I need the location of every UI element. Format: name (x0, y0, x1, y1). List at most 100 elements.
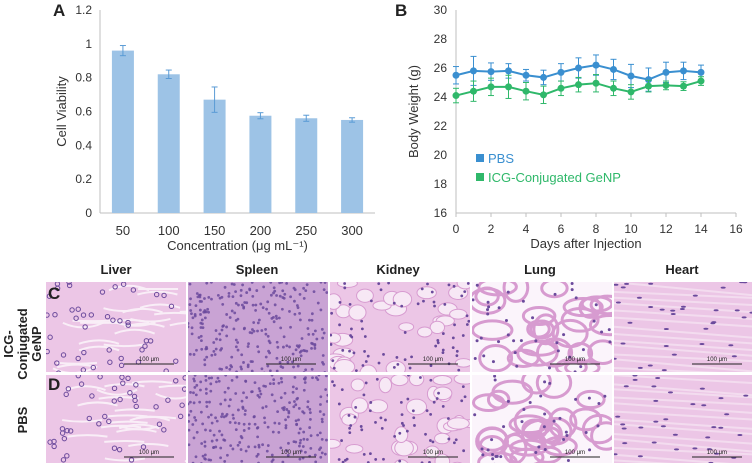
data-point (575, 64, 582, 72)
cell-viability-bar-chart: 0 0.2 0.4 0.6 0.8 1 1.2 50 100 150 200 250 300 Concen… (54, 3, 375, 253)
col-header-kidney: Kidney (376, 262, 420, 277)
y-tick-label: 28 (434, 32, 448, 46)
x-axis-label: Concentration (μg mL⁻¹) (167, 238, 308, 253)
legend-label: PBS (488, 151, 514, 166)
x-tick-label: 6 (558, 222, 565, 236)
col-header-liver: Liver (100, 262, 132, 277)
y-axis-label: Cell Viability (54, 76, 69, 147)
scale-bar-label: 100 μm (281, 357, 301, 363)
bar (111, 50, 134, 213)
panel-a-letter: A (53, 1, 66, 20)
panel-b-letter: B (395, 1, 408, 20)
scale-bar-label: 100 μm (139, 450, 159, 456)
row-label-pbs-line1: PBS (15, 406, 30, 434)
histology-image-lung-icg: 100 μm (472, 282, 612, 372)
bar (295, 118, 318, 213)
data-point (680, 67, 687, 75)
y-tick-label: 1.2 (75, 3, 92, 17)
row-label-icg: ICG- Conjugated GeNP (0, 295, 46, 381)
data-point (487, 68, 495, 76)
row-label-icg-line2: Conjugated (15, 308, 30, 380)
data-point (680, 82, 687, 90)
y-tick-label: 22 (434, 119, 448, 133)
y-tick-label: 0 (85, 206, 92, 220)
y-axis-label: Body Weight (g) (406, 65, 421, 158)
data-point (627, 88, 635, 96)
x-tick-label: 100 (158, 223, 180, 238)
x-tick-label: 200 (250, 223, 272, 238)
bar (341, 119, 364, 213)
histology-image-kidney-icg: 100 μm (330, 282, 470, 372)
y-tick-label: 0.6 (75, 105, 92, 119)
y-tick-label: 26 (434, 61, 448, 75)
histology-image-spleen-pbs: 100 μm (188, 375, 328, 463)
bar (249, 115, 272, 213)
y-tick-label: 30 (434, 3, 448, 17)
data-point (645, 76, 652, 84)
bar (157, 74, 180, 214)
y-tick-label: 24 (434, 90, 448, 104)
legend-label: ICG-Conjugated GeNP (488, 170, 621, 185)
bar (203, 99, 226, 213)
x-tick-label: 4 (523, 222, 530, 236)
histology-image-heart-icg: 100 μm (614, 282, 752, 372)
x-tick-label: 14 (694, 222, 708, 236)
data-point (592, 61, 600, 69)
y-tick-label: 0.4 (75, 138, 92, 152)
col-header-spleen: Spleen (235, 262, 279, 277)
x-tick-label: 16 (729, 222, 743, 236)
data-point (470, 87, 477, 95)
y-tick-label: 20 (434, 148, 448, 162)
scale-bar-label: 100 μm (423, 357, 443, 363)
y-tick-label: 0.2 (75, 172, 92, 186)
data-point (540, 91, 547, 99)
x-tick-label: 300 (341, 223, 363, 238)
x-tick-label: 150 (204, 223, 226, 238)
panel-c-letter: C (48, 284, 61, 303)
y-tick-label: 16 (434, 206, 448, 220)
scale-bar-label: 100 μm (565, 357, 585, 363)
legend-swatch (476, 154, 484, 162)
x-tick-label: 250 (295, 223, 317, 238)
histology-image-lung-pbs: 100 μm (472, 375, 612, 463)
data-point (697, 68, 705, 76)
data-point (697, 77, 705, 85)
x-tick-label: 0 (453, 222, 460, 236)
data-point (452, 92, 460, 100)
data-point (662, 68, 670, 76)
x-tick-label: 10 (624, 222, 638, 236)
data-point (470, 67, 477, 75)
scale-bar-label: 100 μm (281, 450, 301, 456)
scale-bar-label: 100 μm (565, 450, 585, 456)
data-point (452, 71, 460, 79)
y-tick-label: 18 (434, 177, 448, 191)
data-point (505, 67, 512, 75)
x-tick-label: 8 (593, 222, 600, 236)
scale-bar-label: 100 μm (707, 450, 727, 456)
data-point (610, 84, 617, 92)
x-tick-label: 50 (116, 223, 130, 238)
histology-image-liver-pbs: 100 μm (46, 375, 186, 463)
scale-bar-label: 100 μm (423, 450, 443, 456)
histology-image-liver-icg: 100 μm (46, 282, 186, 372)
row-label-pbs: PBS (0, 376, 46, 464)
data-point (645, 82, 652, 90)
row-label-icg-line3: GeNP (29, 326, 44, 362)
y-tick-label: 1 (85, 37, 92, 51)
data-point (522, 71, 530, 79)
data-point (575, 81, 582, 89)
row-label-icg-line1: ICG- (1, 330, 16, 358)
data-point (505, 83, 512, 91)
data-point (522, 87, 530, 95)
histology-image-spleen-icg: 100 μm (188, 282, 328, 372)
data-point (557, 84, 565, 92)
data-point (627, 72, 635, 80)
y-tick-label: 0.8 (75, 71, 92, 85)
data-point (540, 73, 547, 81)
data-point (662, 81, 670, 89)
histology-image-kidney-pbs: 100 μm (330, 375, 470, 463)
legend-swatch (476, 173, 484, 181)
col-header-lung: Lung (524, 262, 556, 277)
col-header-heart: Heart (665, 262, 699, 277)
